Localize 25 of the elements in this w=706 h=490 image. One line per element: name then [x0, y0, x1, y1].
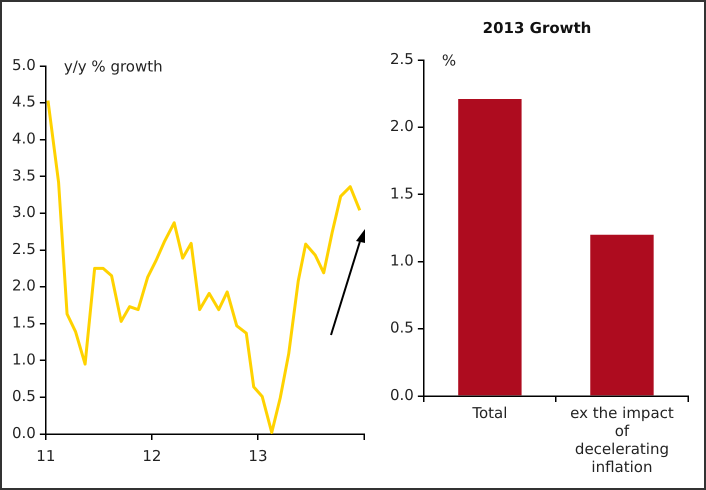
- y-axis-title: y/y % growth: [64, 57, 163, 76]
- x-tick-label: ex the impact of decelerating inflation: [570, 404, 674, 476]
- chart-title: 2013 Growth: [482, 18, 592, 37]
- x-tick-label: 12: [142, 446, 162, 465]
- y-tick-label: 5.0: [12, 56, 36, 74]
- y-tick-label: 3.0: [12, 203, 36, 222]
- y-axis-title: %: [442, 51, 456, 70]
- x-tick-label: 13: [248, 446, 268, 465]
- y-tick-label: 1.0: [12, 350, 36, 368]
- x-tick-label: Total: [471, 404, 508, 422]
- y-tick-label: 1.5: [390, 184, 414, 202]
- y-tick-label: 0.5: [390, 318, 414, 337]
- y-tick-label: 3.5: [12, 166, 36, 184]
- y-tick-label: 2.5: [12, 240, 36, 258]
- y-tick-label: 1.0: [390, 251, 414, 270]
- y-tick-label: 1.5: [12, 313, 36, 332]
- y-tick-label: 4.5: [12, 92, 36, 111]
- y-tick-label: 0.0: [390, 386, 414, 404]
- x-tick-label: 11: [36, 446, 56, 465]
- y-tick-label: 2.5: [390, 50, 414, 68]
- y-tick-label: 0.0: [12, 424, 36, 442]
- y-tick-label: 0.5: [12, 387, 36, 406]
- y-tick-label: 2.0: [390, 117, 414, 136]
- y-tick-label: 4.0: [12, 129, 36, 148]
- y-tick-label: 2.0: [12, 276, 36, 295]
